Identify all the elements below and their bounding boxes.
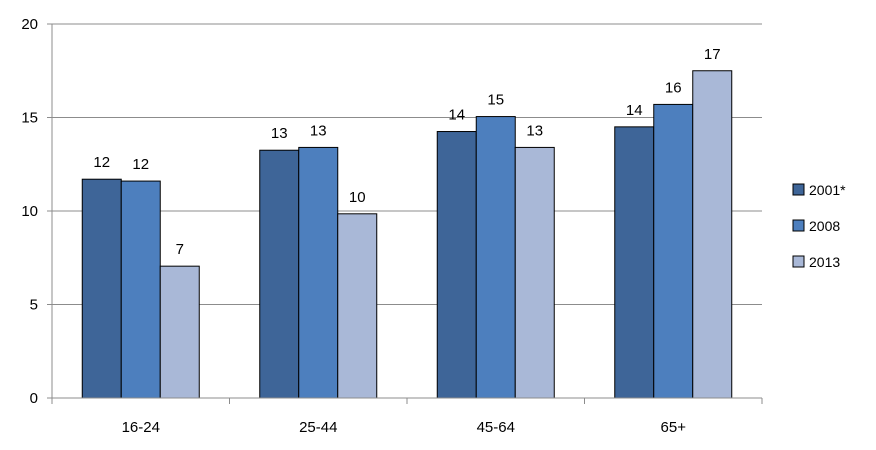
y-tick-label-20: 20 — [21, 16, 38, 33]
bar-25-44-2013 — [337, 213, 378, 399]
legend-label-2001*: 2001* — [809, 182, 846, 198]
data-label-25-44-2013: 10 — [349, 189, 366, 206]
data-label-16-24-2013: 7 — [176, 241, 184, 258]
bar-65+-2001* — [614, 126, 655, 399]
data-label-45-64-2008: 15 — [487, 92, 504, 109]
data-label-25-44-2001*: 13 — [271, 125, 288, 142]
data-label-25-44-2008: 13 — [310, 122, 327, 139]
legend-label-2013: 2013 — [809, 254, 840, 270]
data-label-65+-2008: 16 — [665, 79, 682, 96]
x-tick-label-65+: 65+ — [661, 419, 687, 436]
data-label-45-64-2013: 13 — [526, 122, 543, 139]
bar-65+-2013 — [692, 70, 733, 399]
bar-65+-2008 — [653, 103, 694, 399]
data-label-65+-2001*: 14 — [626, 102, 643, 119]
y-tick-label-5: 5 — [30, 297, 38, 314]
bar-25-44-2001* — [259, 149, 300, 399]
bar-16-24-2001* — [81, 178, 122, 399]
y-tick-label-0: 0 — [30, 390, 38, 407]
bar-16-24-2008 — [120, 180, 161, 399]
bar-16-24-2013 — [159, 265, 200, 399]
y-tick-label-15: 15 — [21, 110, 38, 127]
x-tick-label-16-24: 16-24 — [122, 419, 160, 436]
labels: 0 5 10 15 20 12 12 7 16-24 13 13 10 25-44 14 15 13 45-64… — [21, 16, 720, 436]
legend-label-2008: 2008 — [809, 218, 840, 234]
bars — [81, 70, 733, 399]
axes — [47, 23, 763, 404]
data-label-45-64-2001*: 14 — [448, 107, 465, 124]
y-tick-label-10: 10 — [21, 203, 38, 220]
legend-swatch-2008 — [792, 219, 805, 232]
legend-swatch-2001* — [792, 183, 805, 196]
bar-25-44-2008 — [298, 146, 339, 399]
bar-45-64-2001* — [436, 131, 477, 399]
legend: 2001* 2008 2013 — [792, 182, 846, 270]
data-label-16-24-2008: 12 — [132, 156, 149, 173]
bar-45-64-2008 — [475, 116, 516, 399]
x-tick-label-45-64: 45-64 — [477, 419, 515, 436]
bar-45-64-2013 — [514, 146, 555, 399]
data-label-16-24-2001*: 12 — [93, 154, 110, 171]
x-tick-label-25-44: 25-44 — [299, 419, 337, 436]
legend-swatch-2013 — [792, 255, 805, 268]
data-label-65+-2013: 17 — [704, 46, 721, 63]
